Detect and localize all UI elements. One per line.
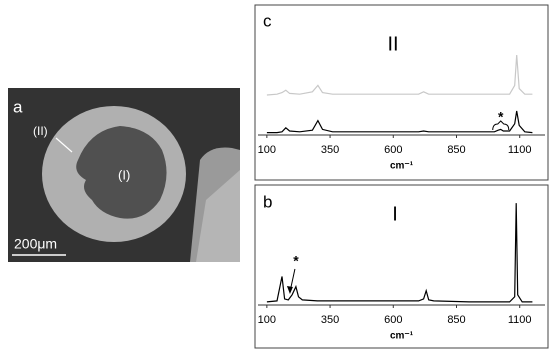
x-tick-label: 600 — [384, 144, 402, 156]
chart-title: II — [387, 33, 398, 55]
spectrum-line — [266, 110, 533, 134]
x-tick-label: 350 — [321, 314, 339, 326]
region-label: (I) — [118, 167, 130, 182]
spectrum-line — [266, 54, 533, 96]
scale-bar-label: 200μm — [14, 236, 57, 252]
panel-frame — [254, 4, 549, 181]
x-tick-label: 100 — [258, 144, 276, 156]
spectrum-line — [266, 203, 533, 303]
panel-label: b — [263, 192, 272, 211]
x-tick-label: 600 — [384, 314, 402, 326]
annotation: * — [293, 253, 299, 269]
region-label: (II) — [33, 124, 48, 138]
x-axis-label: cm⁻¹ — [390, 161, 414, 172]
x-tick-label: 350 — [321, 144, 339, 156]
x-tick-label: 1100 — [508, 314, 532, 326]
grain-right-face — [196, 170, 240, 262]
x-tick-label: 850 — [447, 314, 465, 326]
arrow-head — [286, 286, 293, 294]
annotation: * — [498, 109, 504, 125]
chart-title: I — [392, 203, 398, 225]
micrograph: a (II) (I) 200μm — [8, 88, 240, 262]
x-tick-label: 1100 — [508, 144, 532, 156]
grain-core — [76, 126, 167, 219]
panel-label: a — [13, 97, 23, 116]
panel-frame — [254, 184, 549, 349]
x-tick-label: 850 — [447, 144, 465, 156]
x-tick-label: 100 — [258, 314, 276, 326]
brace — [492, 120, 510, 131]
panel-label: c — [263, 11, 272, 30]
x-axis-label: cm⁻¹ — [390, 331, 414, 342]
pointer — [55, 137, 73, 153]
